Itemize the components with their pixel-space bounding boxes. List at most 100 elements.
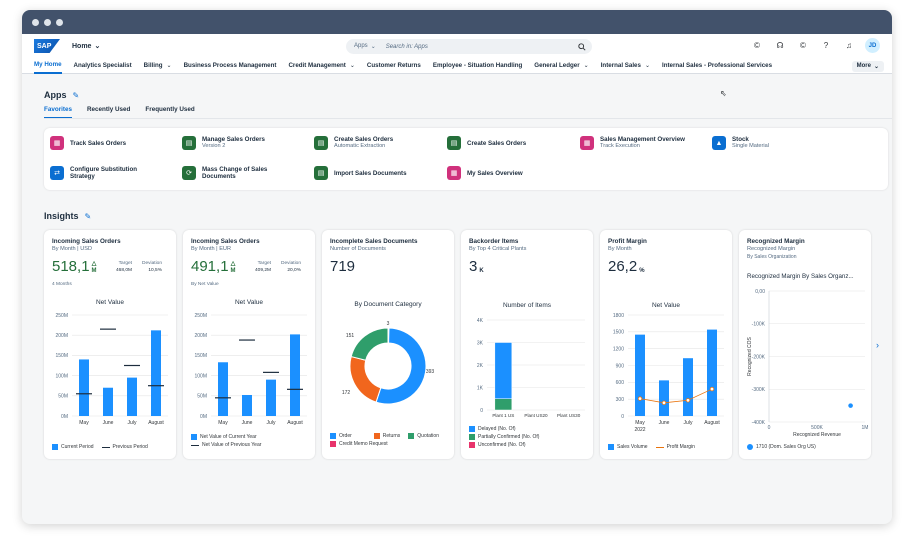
app-title: Configure Substitution	[70, 166, 138, 173]
nav-item-internal-sales-professional-services[interactable]: Internal Sales - Professional Services	[662, 58, 772, 74]
tab-frequently-used[interactable]: Frequently Used	[145, 106, 195, 113]
profit-margin-point	[709, 386, 715, 392]
insight-card-incomplete-docs[interactable]: Incomplete Sales Documents Number of Doc…	[322, 230, 454, 459]
window-dot[interactable]	[44, 18, 51, 26]
track-orders-icon: ▦	[50, 136, 64, 150]
window-dot[interactable]	[32, 18, 39, 26]
window-titlebar	[22, 10, 892, 34]
nav-item-employee-situation-handling[interactable]: Employee - Situation Handling	[433, 58, 522, 74]
bar	[290, 334, 300, 416]
mass-change-icon: ⟳	[182, 166, 196, 180]
x-tick-label: July	[684, 420, 693, 426]
scatter-point	[848, 403, 853, 408]
profit-margin-point	[685, 398, 691, 403]
nav-item-analytics-specialist[interactable]: Analytics Specialist	[74, 58, 132, 74]
y-tick-label: 50M	[197, 394, 207, 400]
app-tile[interactable]: ▤ Create Sales Orders Automatic Extractio…	[314, 136, 393, 150]
insight-card-incoming-usd[interactable]: Incoming Sales Orders By Month | USD 518…	[44, 230, 176, 459]
search-scope-select[interactable]: Apps ⌄	[346, 43, 382, 50]
more-button[interactable]: More ⌄	[851, 61, 884, 72]
target-block: Target 409,2M	[255, 260, 271, 274]
y-tick-label: 2K	[477, 363, 484, 369]
kpi-number: 3	[469, 258, 478, 275]
bar	[266, 379, 276, 416]
legend-label: Partially Confirmed (No. Of)	[478, 434, 540, 440]
app-title-line2: Documents	[202, 173, 236, 180]
deviation-value: 10,5%	[148, 268, 162, 273]
card-title: Incoming Sales Orders	[191, 238, 260, 245]
bar	[242, 394, 252, 416]
stock-icon: ▲	[712, 136, 726, 150]
app-tile[interactable]: ▤ Import Sales Documents	[314, 166, 407, 180]
apps-title: Apps	[44, 90, 67, 100]
chevron-down-icon: ⌄	[583, 63, 589, 69]
app-tile[interactable]: ▦ Sales Management Overview Track Executi…	[580, 136, 685, 150]
nav-label: Internal Sales - Professional Services	[661, 62, 773, 69]
legend-label: Net Value of Current Year	[200, 434, 257, 440]
ai-assistant-icon[interactable]: ©	[754, 41, 760, 50]
x-tick-label: June	[103, 420, 114, 426]
insight-card-recognized-margin[interactable]: Recognized Margin Recognized Margin By S…	[739, 230, 871, 459]
nav-item-credit-management[interactable]: Credit Management ⌄	[288, 58, 354, 74]
profit-margin-point	[637, 396, 643, 401]
x-tick-label: May	[635, 420, 645, 426]
nav-item-internal-sales[interactable]: Internal Sales ⌄	[601, 58, 650, 74]
legend-item: Net Value of Previous Year	[191, 442, 311, 448]
edit-icon[interactable]: ✎	[72, 90, 80, 100]
nav-item-customer-returns[interactable]: Customer Returns	[367, 58, 421, 74]
search-icon[interactable]	[576, 42, 588, 51]
y-tick-label: 1800	[613, 313, 624, 319]
tab-recently-used[interactable]: Recently Used	[87, 106, 131, 113]
app-tile[interactable]: ▤ Create Sales Orders	[447, 136, 526, 150]
app-tile[interactable]: ▲ Stock Single Material	[712, 136, 769, 150]
y-tick-label: -100K	[752, 322, 766, 328]
home-menu[interactable]: Home ⌄	[72, 42, 100, 51]
chevron-right-icon[interactable]: ›	[876, 340, 879, 350]
nav-item-billing[interactable]: Billing ⌄	[144, 58, 172, 74]
legend-item: Credit Memo Request	[330, 441, 388, 447]
card-title: Incoming Sales Orders	[52, 238, 121, 245]
edit-icon[interactable]: ✎	[84, 211, 92, 221]
chevron-down-icon: ⌄	[166, 63, 172, 69]
target-block: Target 468,0M	[116, 260, 132, 274]
app-tile[interactable]: ▦ My Sales Overview	[447, 166, 523, 180]
kpi-unit: M	[91, 268, 97, 274]
x-tick-label: 0	[768, 425, 771, 431]
kpi-value: 26,2 %	[608, 259, 645, 275]
nav-item-my-home[interactable]: My Home	[34, 58, 62, 74]
insight-card-backorder[interactable]: Backorder Items By Top 4 Critical Plants…	[461, 230, 593, 459]
help-icon[interactable]: ?	[823, 41, 829, 50]
app-title: Create Sales Orders	[467, 139, 527, 147]
avatar[interactable]: JD	[865, 38, 880, 53]
app-title: Import Sales Documents	[334, 169, 407, 177]
y-tick-label: 0	[480, 408, 483, 414]
profit-margin-chart: 0 300 600 900 1200 1500 1800 May June July August 2…	[613, 313, 724, 433]
bell-icon[interactable]: ♫	[846, 41, 852, 50]
insight-card-incoming-eur[interactable]: Incoming Sales Orders By Month | EUR 491…	[183, 230, 315, 459]
app-title: Create Sales Orders	[334, 136, 394, 143]
app-tile[interactable]: ▦ Track Sales Orders	[50, 136, 126, 150]
insight-card-profit-margin[interactable]: Profit Margin By Month 26,2 % Net Value …	[600, 230, 732, 459]
target-label: Target	[257, 261, 271, 266]
nav-item-general-ledger[interactable]: General Ledger ⌄	[534, 58, 588, 74]
headset-icon[interactable]: ☊	[776, 41, 784, 50]
app-subtitle: Version 2	[202, 143, 226, 149]
bar	[151, 330, 161, 416]
app-tile[interactable]: ▤ Manage Sales Orders Version 2	[182, 136, 265, 150]
legend-item: Partially Confirmed (No. Of)	[469, 434, 589, 440]
app-tile[interactable]: ⇄ Configure Substitution Strategy	[50, 166, 137, 180]
search-field[interactable]: Apps ⌄ Search in: Apps	[346, 39, 592, 54]
card-title: Backorder Items	[469, 238, 519, 245]
app-tile[interactable]: ⟳ Mass Change of Sales Documents	[182, 166, 267, 180]
bar	[494, 398, 513, 411]
y-tick-label: 250M	[55, 313, 68, 319]
copilot-icon[interactable]: ©	[800, 41, 806, 50]
search-input[interactable]: Search in: Apps	[385, 43, 428, 50]
y-tick-label: 4K	[477, 318, 484, 324]
backorder-chart: 0 1K 2K 3K 4K Plant 1 US Plant US20 Plant US30	[477, 318, 585, 418]
window-dot[interactable]	[56, 18, 63, 26]
sap-logo[interactable]: SAP	[34, 39, 60, 53]
bar	[635, 334, 645, 416]
nav-item-business-process-management[interactable]: Business Process Management	[184, 58, 277, 74]
